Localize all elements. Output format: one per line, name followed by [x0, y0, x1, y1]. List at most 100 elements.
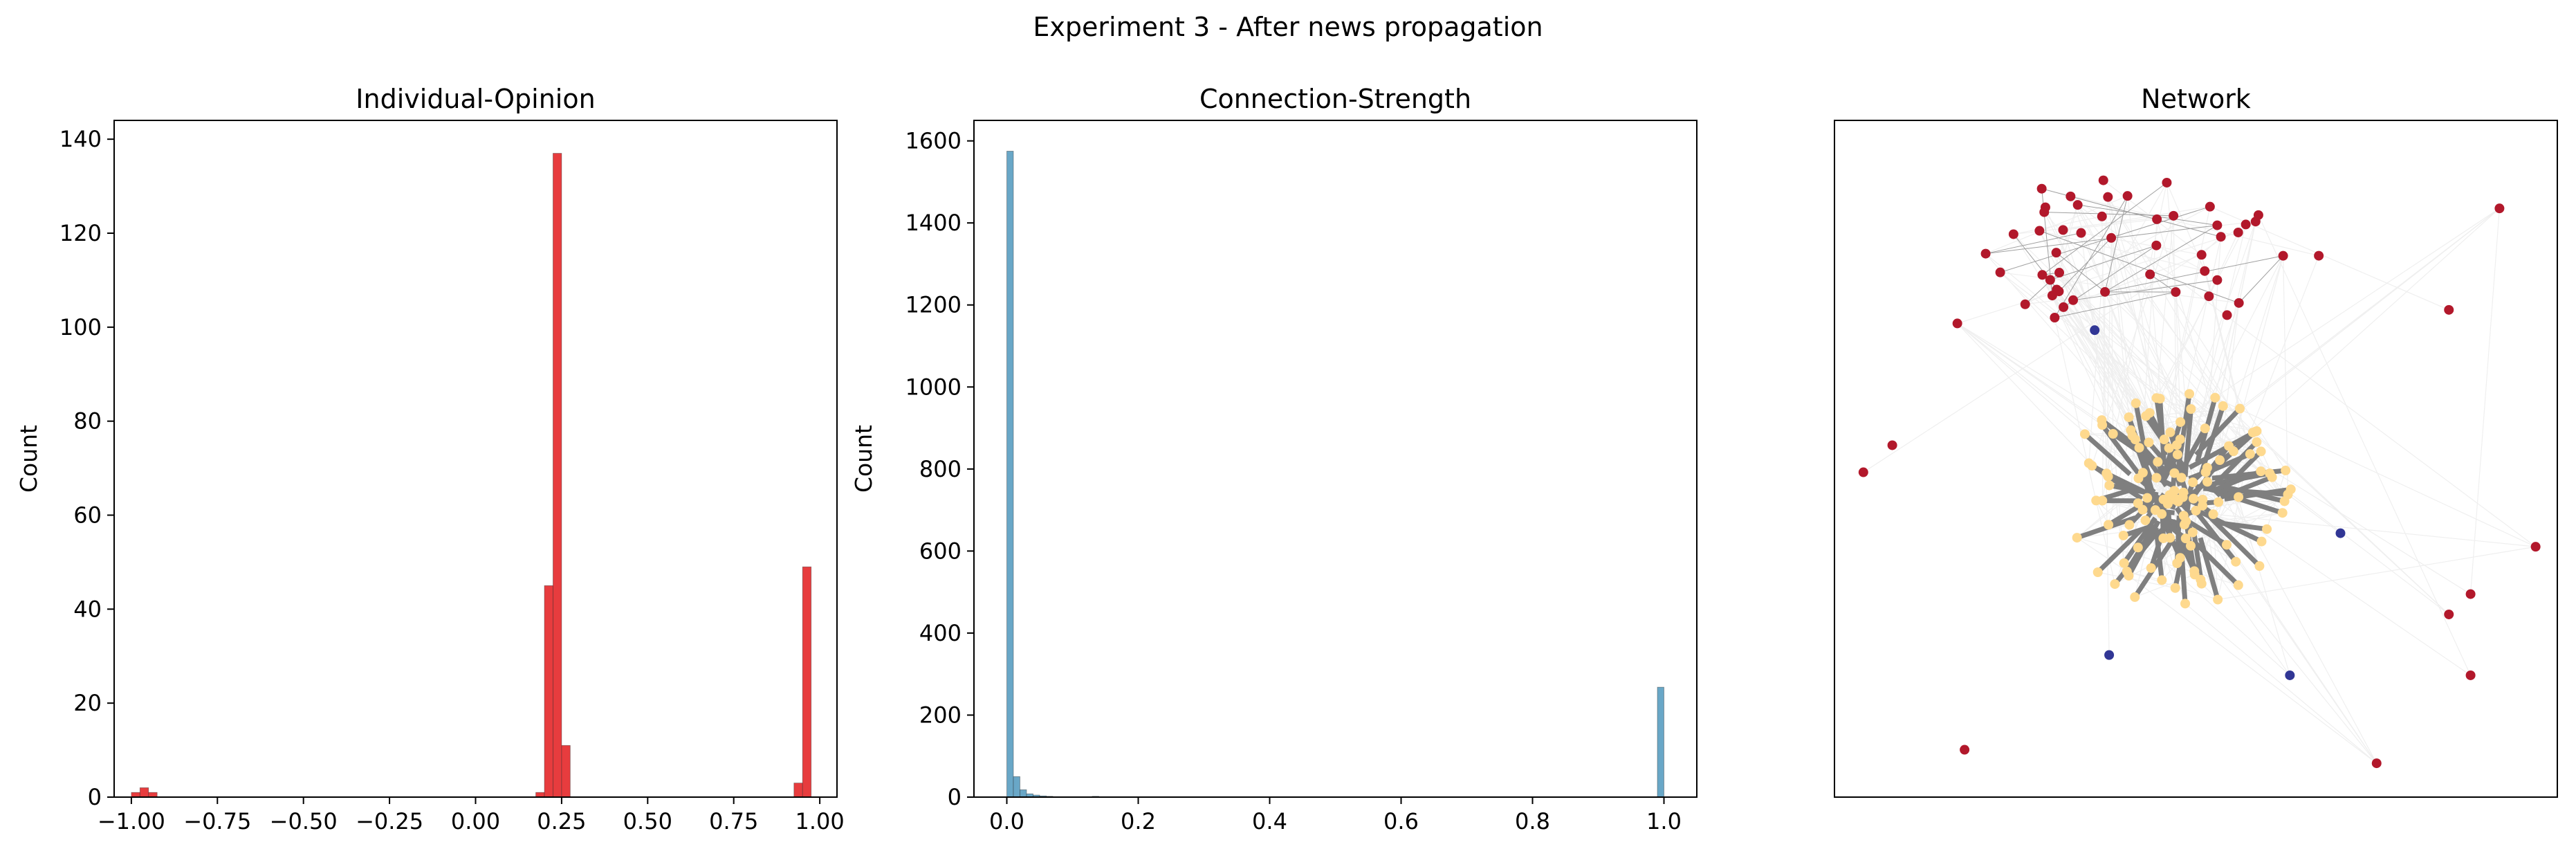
- node-yellow: [2126, 426, 2135, 435]
- node-yellow: [2108, 429, 2118, 439]
- x-tick-label: 0.0: [989, 808, 1024, 834]
- node-yellow: [2124, 412, 2134, 422]
- node-yellow: [2222, 540, 2232, 549]
- node-yellow: [2172, 558, 2182, 568]
- x-tick-label: −0.25: [356, 808, 423, 834]
- node-yellow: [2119, 558, 2129, 568]
- node-yellow: [2262, 524, 2272, 534]
- y-tick-label: 40: [73, 596, 102, 622]
- node-yellow: [2131, 399, 2141, 408]
- node-yellow: [2097, 496, 2107, 506]
- node-yellow: [2186, 404, 2196, 414]
- weak-edge: [1958, 291, 2059, 323]
- weak-edge: [2156, 246, 2205, 271]
- node-yellow: [2191, 506, 2201, 515]
- node-yellow: [2184, 389, 2194, 399]
- node-yellow: [2209, 509, 2218, 519]
- y-tick-label: 140: [59, 126, 102, 152]
- node-red: [2103, 192, 2113, 202]
- node-red: [2058, 225, 2068, 235]
- histogram-bar: [536, 792, 544, 797]
- node-yellow: [2175, 417, 2185, 427]
- node-red: [2234, 298, 2244, 308]
- histogram-bar: [1020, 789, 1027, 797]
- x-tick-label: 0.8: [1515, 808, 1550, 834]
- node-yellow: [2171, 583, 2180, 593]
- node-yellow: [2130, 592, 2140, 602]
- histogram-bar: [553, 154, 561, 797]
- weak-edge: [2000, 273, 2449, 614]
- node-red: [2151, 241, 2161, 250]
- node-yellow: [2202, 477, 2212, 486]
- node-yellow: [2158, 533, 2168, 543]
- node-red: [2077, 228, 2086, 238]
- node-red: [2045, 275, 2055, 285]
- red-edge: [1986, 233, 2081, 254]
- node-red: [2073, 200, 2083, 210]
- node-red: [2052, 248, 2061, 257]
- red-edge: [2044, 212, 2173, 216]
- node-red: [1859, 468, 1868, 477]
- node-yellow: [2080, 429, 2090, 439]
- node-red: [2279, 251, 2288, 261]
- node-yellow: [2146, 563, 2156, 573]
- histogram-bar: [1007, 151, 1014, 797]
- histogram-bar: [140, 787, 148, 797]
- x-tick-label: 0.6: [1383, 808, 1419, 834]
- node-yellow: [2256, 466, 2265, 476]
- node-red: [2021, 300, 2030, 309]
- node-yellow: [2256, 446, 2266, 456]
- node-red: [2106, 233, 2116, 243]
- node-yellow: [2097, 420, 2107, 430]
- node-red: [2054, 268, 2064, 277]
- node-yellow: [2252, 437, 2261, 447]
- axis-title: Connection-Strength: [1199, 84, 1471, 114]
- x-tick-label: 0.00: [451, 808, 500, 834]
- node-red: [2254, 210, 2263, 220]
- node-yellow: [2104, 480, 2114, 490]
- x-tick-label: 0.25: [537, 808, 586, 834]
- node-red: [2169, 211, 2178, 221]
- node-red: [2039, 208, 2049, 217]
- axis-title: Individual-Opinion: [356, 84, 595, 114]
- node-red: [1981, 249, 1991, 259]
- node-yellow: [2169, 468, 2179, 478]
- node-yellow: [2142, 493, 2152, 503]
- node-yellow: [2286, 484, 2296, 494]
- node-yellow: [2278, 508, 2288, 518]
- node-blue: [2090, 325, 2099, 335]
- node-red: [2048, 291, 2057, 300]
- y-tick-label: 80: [73, 408, 102, 435]
- node-yellow: [2133, 542, 2143, 552]
- histogram-bar: [131, 792, 140, 797]
- node-red: [1996, 268, 2005, 277]
- node-yellow: [2231, 557, 2241, 567]
- node-yellow: [2124, 571, 2133, 581]
- node-yellow: [2188, 477, 2198, 487]
- node-red: [2152, 214, 2162, 224]
- weak-edge: [2288, 495, 2341, 533]
- node-red: [2050, 313, 2059, 322]
- y-tick-label: 120: [59, 220, 102, 246]
- node-red: [2531, 542, 2541, 551]
- x-tick-label: −0.50: [270, 808, 338, 834]
- node-red: [2234, 228, 2243, 237]
- node-yellow: [2124, 520, 2134, 530]
- y-tick-label: 1400: [905, 210, 962, 236]
- x-tick-label: −0.75: [183, 808, 251, 834]
- weak-edge: [2128, 576, 2376, 763]
- node-yellow: [2234, 492, 2243, 502]
- node-yellow: [2180, 599, 2190, 608]
- node-red: [2037, 184, 2047, 194]
- node-red: [2494, 203, 2504, 213]
- node-red: [2200, 266, 2209, 276]
- node-yellow: [2160, 435, 2169, 444]
- node-yellow: [2145, 408, 2155, 418]
- y-axis-label: Count: [850, 425, 877, 493]
- node-red: [2034, 226, 2044, 236]
- node-yellow: [2072, 533, 2082, 542]
- x-tick-label: 1.00: [795, 808, 844, 834]
- histogram-bar: [562, 745, 570, 797]
